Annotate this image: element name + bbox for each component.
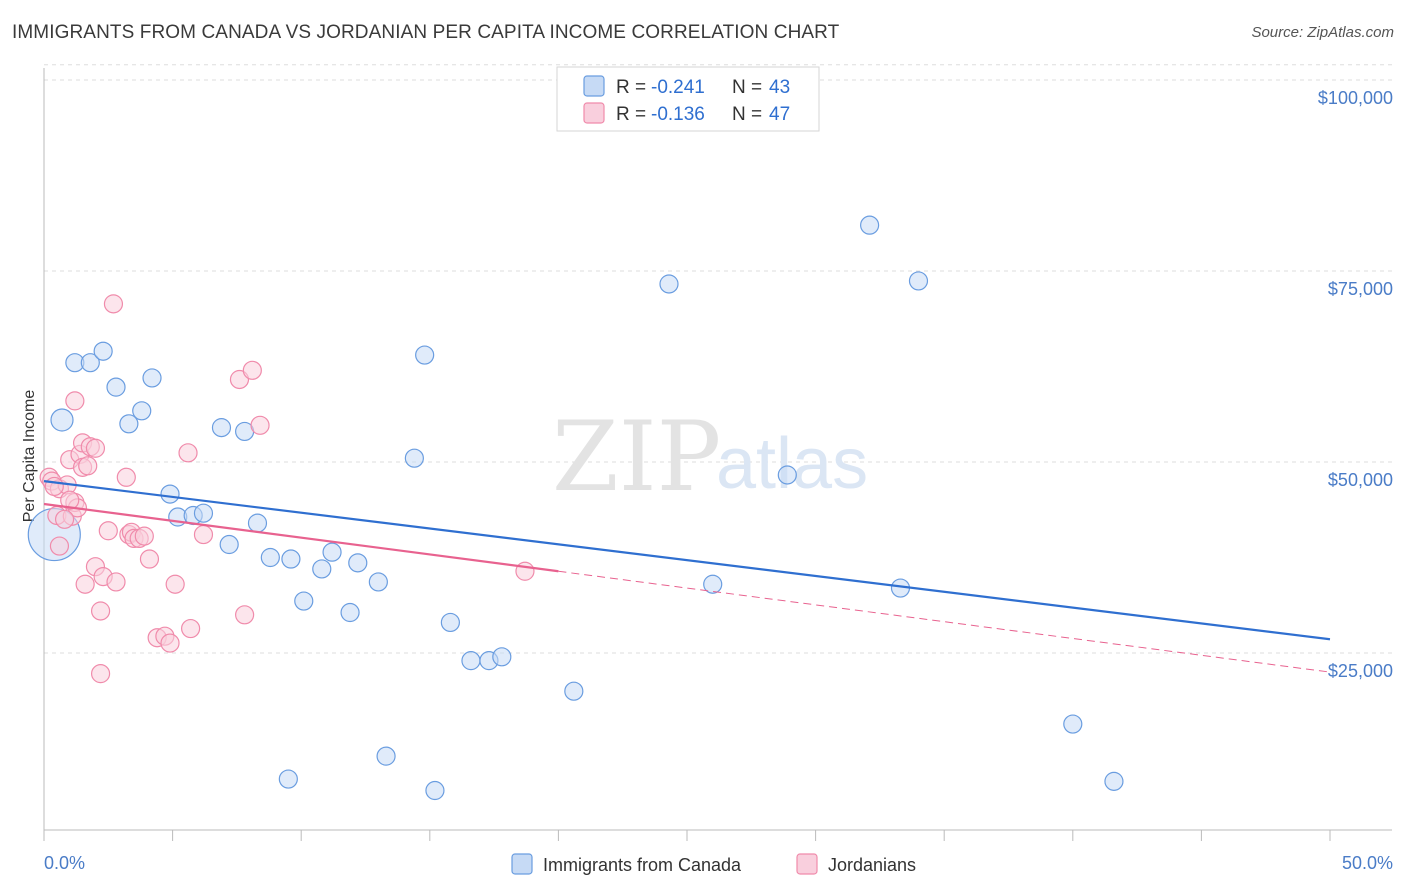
bottom-legend-label-blue: Immigrants from Canada: [543, 855, 742, 875]
legend: R = -0.241 N = 43 R = -0.136 N = 47: [556, 66, 820, 132]
bottom-legend: Immigrants from Canada Jordanians: [511, 853, 916, 875]
data-point-canada: [281, 549, 301, 569]
data-point-jordanian: [65, 391, 85, 411]
data-point-canada: [1063, 714, 1083, 734]
trend-line-jordanians-solid: [43, 502, 559, 573]
chart-title: IMMIGRANTS FROM CANADA VS JORDANIAN PER …: [12, 22, 840, 43]
data-point-canada: [193, 503, 214, 523]
data-point-canada: [908, 271, 929, 291]
y-tick-label: $75,000: [1328, 279, 1393, 299]
data-point-canada: [703, 574, 723, 594]
data-point-canada: [1104, 771, 1124, 791]
data-point-jordanian: [44, 476, 64, 497]
data-point-canada: [142, 368, 162, 388]
data-point-jordanian: [60, 490, 80, 510]
data-point-canada: [106, 377, 126, 397]
data-point-canada: [376, 746, 396, 766]
data-point-canada: [368, 572, 388, 592]
grid: [44, 64, 1392, 654]
x-ticks: [43, 830, 1331, 841]
data-point-canada: [415, 345, 435, 365]
legend-swatch-pink: [583, 102, 605, 124]
data-point-canada: [247, 513, 268, 533]
y-axis-title: Per Capita Income: [21, 390, 38, 523]
legend-n-value-blue: 43: [769, 77, 790, 98]
data-point-canada: [461, 651, 481, 671]
data-point-jordanian: [116, 467, 136, 487]
data-point-canada: [278, 769, 298, 789]
data-point-jordanian: [90, 601, 111, 621]
data-point-canada: [777, 465, 797, 485]
data-point-jordanian: [165, 574, 185, 594]
x-tick-label-max: 50.0%: [1342, 853, 1393, 873]
bottom-legend-label-pink: Jordanians: [828, 855, 916, 875]
legend-r-value-pink: -0.136: [651, 104, 705, 125]
data-point-jordanian: [178, 443, 198, 463]
data-point-canada: [404, 448, 424, 468]
data-point-jordanian: [193, 524, 214, 545]
bottom-legend-swatch-blue: [511, 853, 533, 875]
data-point-jordanian: [103, 294, 124, 314]
data-point-jordanian: [75, 574, 95, 594]
data-point-canada: [160, 484, 180, 504]
y-tick-label: $100,000: [1318, 88, 1393, 108]
data-point-jordanian: [54, 509, 75, 529]
data-point-canada: [860, 215, 880, 235]
y-tick-labels: $25,000 $50,000 $75,000 $100,000: [1318, 88, 1393, 681]
watermark-zip: ZIP: [552, 401, 721, 513]
source-label: Source: ZipAtlas.com: [1251, 24, 1394, 41]
legend-r-label-blue: R =: [616, 77, 646, 98]
legend-r-value-blue: -0.241: [651, 77, 705, 98]
y-tick-label: $25,000: [1328, 661, 1393, 681]
legend-n-label-pink: N =: [732, 104, 762, 125]
legend-r-label-pink: R =: [616, 104, 646, 125]
trend-lines: [43, 480, 1331, 673]
data-point-canada: [294, 591, 314, 611]
data-point-jordanian: [90, 664, 111, 684]
data-point-jordanian: [78, 456, 98, 476]
data-point-canada: [340, 602, 360, 623]
data-point-canada: [219, 534, 239, 555]
data-point-jordanian: [85, 438, 106, 458]
legend-swatch-blue: [583, 75, 605, 97]
data-point-jordanian: [235, 605, 255, 625]
data-point-canada: [119, 414, 139, 434]
watermark-atlas: atlas: [716, 424, 868, 504]
y-tick-label: $50,000: [1328, 470, 1393, 490]
data-point-jordanian: [181, 618, 201, 639]
data-point-jordanian: [242, 360, 262, 380]
data-point-canada: [260, 547, 280, 568]
data-point-canada: [440, 612, 460, 633]
data-point-canada: [659, 274, 679, 294]
legend-n-value-pink: 47: [769, 104, 790, 125]
data-point-jordanian: [160, 633, 180, 653]
data-point-jordanian: [250, 415, 270, 435]
data-point-canada: [93, 341, 113, 361]
data-point-jordanian: [106, 572, 126, 592]
data-point-jordanian: [139, 549, 160, 569]
data-point-canada: [425, 780, 445, 801]
data-point-canada: [492, 647, 512, 667]
data-point-canada: [312, 559, 332, 579]
data-point-canada: [50, 408, 74, 432]
data-point-jordanian: [98, 521, 118, 541]
bottom-legend-swatch-pink: [796, 853, 818, 875]
data-point-canada: [322, 542, 342, 562]
data-point-canada: [564, 681, 584, 701]
data-point-canada: [348, 553, 368, 573]
data-point-canada: [80, 353, 100, 373]
data-point-jordanian: [134, 526, 154, 546]
data-point-canada: [211, 418, 232, 438]
x-tick-label-min: 0.0%: [44, 853, 85, 873]
trend-line-jordanians-dashed: [558, 570, 1331, 673]
data-point-canada: [132, 401, 152, 421]
data-point-jordanian: [49, 536, 70, 556]
legend-n-label-blue: N =: [732, 77, 762, 98]
axes: [43, 68, 1392, 831]
trend-line-canada: [43, 480, 1331, 641]
